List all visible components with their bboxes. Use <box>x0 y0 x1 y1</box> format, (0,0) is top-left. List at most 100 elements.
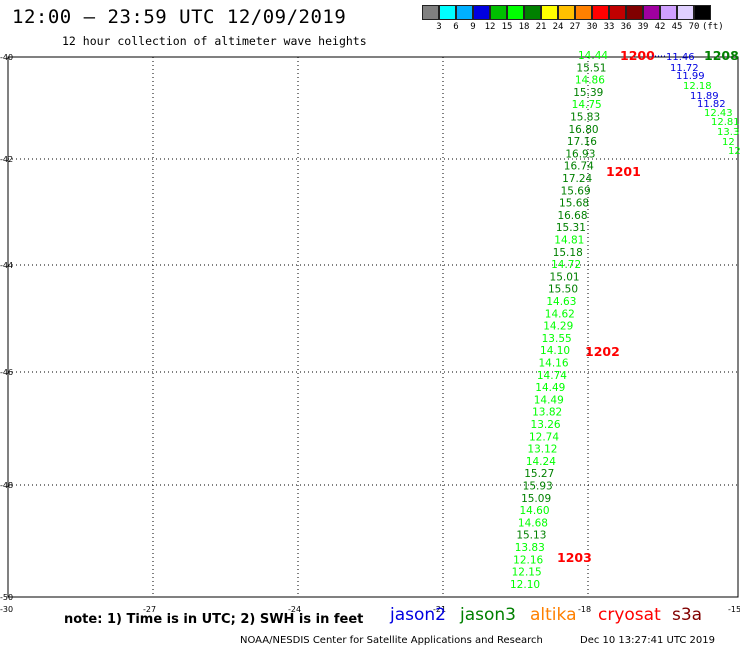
sat-jason3: jason3 <box>460 605 516 625</box>
scale-label: 27 <box>569 22 581 32</box>
scale-swatch <box>677 5 694 20</box>
lat-label: -46 <box>0 368 13 377</box>
color-scale-unit: (ft) <box>702 22 724 32</box>
time-label: 1201 <box>606 164 641 179</box>
scale-swatch <box>575 5 592 20</box>
credit-text: NOAA/NESDIS Center for Satellite Applica… <box>240 635 543 646</box>
time-label: 1208 <box>704 48 739 63</box>
wave-height-value: 14.60 <box>519 505 549 517</box>
scale-label: 6 <box>453 22 459 32</box>
wave-height-value: 12.81 <box>711 117 740 128</box>
wave-height-value: 15.50 <box>548 284 578 296</box>
footer-note: note: 1) Time is in UTC; 2) SWH is in fe… <box>64 612 364 627</box>
scale-label: 18 <box>518 22 530 32</box>
sat-s3a: s3a <box>672 605 703 625</box>
lon-label: -18 <box>578 605 591 614</box>
scale-label: 12 <box>484 22 496 32</box>
scale-label: 39 <box>637 22 649 32</box>
wave-height-value: 14.24 <box>526 456 556 468</box>
wave-height-value: 12.15 <box>512 567 542 579</box>
scale-swatch <box>541 5 558 20</box>
wave-height-value: 15.13 <box>516 530 546 542</box>
scale-label: 9 <box>470 22 476 32</box>
timestamp-text: Dec 10 13:27:41 UTC 2019 <box>580 635 715 646</box>
sat-altika: altika <box>530 605 577 625</box>
wave-height-value: 13.82 <box>532 407 562 419</box>
wave-height-value: 11.99 <box>676 71 705 82</box>
wave-height-value: 15.09 <box>521 493 551 505</box>
wave-height-value: 11.46 <box>666 52 695 63</box>
wave-height-value: 13.83 <box>515 542 545 554</box>
scale-swatch <box>643 5 660 20</box>
wave-height-value: 14.68 <box>518 517 548 529</box>
scale-swatch <box>558 5 575 20</box>
wave-height-value: 17.16 <box>567 136 597 148</box>
lon-label: -27 <box>143 605 156 614</box>
wave-height-value: 12.43 <box>704 108 733 119</box>
wave-height-value: 15.18 <box>553 247 583 259</box>
wave-height-value: 11.89 <box>690 91 719 102</box>
wave-height-value: 14.49 <box>534 394 564 406</box>
scale-swatch <box>626 5 643 20</box>
lat-label: -50 <box>0 593 13 602</box>
wave-height-value: 17.24 <box>562 173 592 185</box>
wave-height-value: 14.44 <box>578 50 608 62</box>
wave-height-value: 14.62 <box>545 308 575 320</box>
wave-height-value: 13.55 <box>542 333 572 345</box>
wave-height-value: 12 <box>722 137 735 148</box>
map-frame <box>7 56 739 598</box>
wave-height-value: 13.3 <box>717 127 739 138</box>
wave-height-value: 12.10 <box>510 579 540 591</box>
scale-label: 42 <box>654 22 666 32</box>
wave-height-value: 11.82 <box>697 99 726 110</box>
scale-label: 21 <box>535 22 547 32</box>
sat-cryosat: cryosat <box>598 605 661 625</box>
wave-height-value: 14.74 <box>537 370 567 382</box>
wave-height-value: 14.10 <box>540 345 570 357</box>
wave-height-value: 16.93 <box>565 148 595 160</box>
scale-swatch <box>422 5 439 20</box>
scale-swatch <box>456 5 473 20</box>
lat-label: -44 <box>0 261 13 270</box>
time-label: 1203 <box>557 550 592 565</box>
scale-swatch <box>473 5 490 20</box>
scale-label: 3 <box>436 22 442 32</box>
scale-swatch <box>592 5 609 20</box>
scale-swatch <box>609 5 626 20</box>
lat-label: -40 <box>0 53 13 62</box>
lon-label: -21 <box>433 605 446 614</box>
wave-height-value: 15.01 <box>550 271 580 283</box>
time-label: 1200 <box>620 48 655 63</box>
sat-jason2: jason2 <box>390 605 446 625</box>
scale-swatch <box>507 5 524 20</box>
scale-label: 33 <box>603 22 615 32</box>
scale-label: 24 <box>552 22 564 32</box>
lon-label: -30 <box>0 605 13 614</box>
lat-label: -42 <box>0 155 13 164</box>
wave-height-value: 15.83 <box>570 112 600 124</box>
lat-label: -48 <box>0 481 13 490</box>
scale-label: 30 <box>586 22 598 32</box>
wave-height-value: 12 <box>728 146 740 157</box>
scale-label: 45 <box>671 22 683 32</box>
wave-height-value: 14.49 <box>535 382 565 394</box>
color-scale-labels: 3 6 9 12 15 18 21 24 27 30 33 36 39 42 45 70 <box>422 22 740 34</box>
wave-height-value: 16.80 <box>569 124 599 136</box>
wave-height-value: 14.81 <box>554 235 584 247</box>
wave-height-value: 15.39 <box>573 87 603 99</box>
wave-height-value: 14.75 <box>572 99 602 111</box>
wave-height-value: 15.51 <box>576 62 606 74</box>
wave-height-value: 15.27 <box>524 468 554 480</box>
time-label: 1202 <box>585 344 620 359</box>
scale-label: 15 <box>501 22 513 32</box>
wave-height-value: 14.16 <box>538 358 568 370</box>
lon-label: -24 <box>288 605 301 614</box>
wave-height-value: 16.68 <box>557 210 587 222</box>
scale-swatch <box>694 5 711 20</box>
map-title: 12:00 — 23:59 UTC 12/09/2019 <box>12 6 347 28</box>
wave-height-value: 15.68 <box>559 198 589 210</box>
wave-height-value: 14.86 <box>575 75 605 87</box>
wave-height-value: 15.93 <box>523 481 553 493</box>
scale-swatch <box>660 5 677 20</box>
